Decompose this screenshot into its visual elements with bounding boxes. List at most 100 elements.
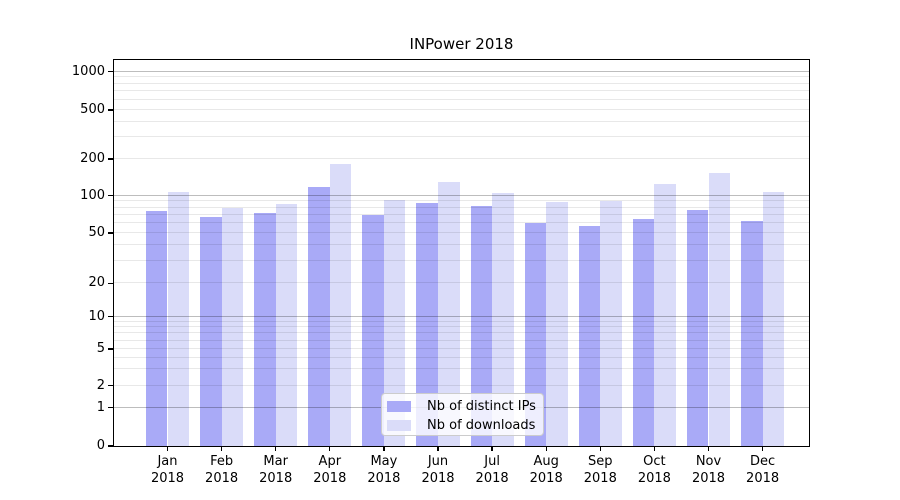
legend-swatch-downloads — [387, 420, 411, 431]
x-tick-mark — [220, 446, 223, 451]
y-tick-label: 50 — [88, 225, 105, 240]
y-tick-mark — [108, 109, 113, 111]
y-tick-mark — [108, 70, 113, 73]
bar-downloads-feb — [221, 208, 244, 446]
legend-item-downloads: Nb of downloads — [387, 418, 543, 433]
x-tick-month: Apr — [318, 454, 342, 469]
x-tick-label-sep: Sep 2018 — [570, 453, 630, 487]
y-tick-label: 10 — [88, 308, 105, 324]
y-tick-mark — [108, 316, 113, 318]
legend-swatch-distinct-ips — [387, 401, 411, 412]
y-tick-label: 20 — [88, 275, 105, 291]
x-tick-label-may: May 2018 — [354, 453, 414, 487]
x-tick-month: Dec — [750, 454, 776, 469]
bar-distinct-ips-apr — [308, 186, 330, 446]
y-tick-mark — [108, 282, 113, 284]
bar-downloads-apr — [329, 164, 352, 446]
plot-area: Nb of distinct IPs Nb of downloads — [112, 58, 811, 448]
y-tick-mark — [108, 195, 113, 197]
x-tick-year: 2018 — [421, 471, 455, 486]
x-tick-mark — [275, 446, 277, 451]
x-tick-mark — [545, 446, 547, 451]
x-tick-year: 2018 — [205, 471, 239, 486]
bar-distinct-ips-aug — [524, 223, 547, 446]
x-tick-mark — [761, 446, 764, 451]
x-tick-mark — [707, 446, 710, 451]
y-tick-mark — [108, 158, 113, 160]
legend-item-distinct-ips: Nb of distinct IPs — [387, 399, 543, 414]
x-tick-year: 2018 — [259, 471, 293, 486]
x-tick-month: Nov — [695, 454, 722, 469]
bar-downloads-jul — [492, 193, 514, 446]
y-tick-label: 2 — [96, 377, 105, 393]
bar-downloads-aug — [546, 201, 568, 446]
x-tick-month: Jul — [484, 454, 500, 469]
x-tick-month: Aug — [533, 454, 559, 469]
legend-label-downloads: Nb of downloads — [427, 418, 536, 433]
y-tick-mark — [108, 232, 113, 234]
x-tick-mark — [653, 446, 656, 451]
bar-downloads-oct — [654, 183, 676, 446]
y-tick-label: 200 — [80, 151, 105, 166]
y-tick-mark — [108, 385, 113, 387]
x-tick-label-oct: Oct 2018 — [624, 453, 684, 487]
x-tick-mark — [383, 446, 385, 451]
x-tick-month: Oct — [643, 454, 666, 469]
x-tick-year: 2018 — [691, 471, 726, 486]
y-tick-mark — [108, 407, 113, 409]
bar-distinct-ips-jun — [416, 202, 438, 446]
y-tick-label: 500 — [80, 101, 105, 117]
x-tick-label-jul: Jul 2018 — [462, 453, 522, 487]
y-tick-label: 5 — [96, 340, 105, 356]
x-tick-mark — [599, 446, 601, 451]
bar-distinct-ips-jan — [145, 211, 168, 446]
y-tick-mark — [108, 445, 113, 447]
x-tick-label-feb: Feb 2018 — [192, 453, 252, 487]
x-tick-year: 2018 — [150, 471, 185, 486]
bar-downloads-jan — [167, 192, 190, 446]
x-tick-mark — [329, 446, 331, 451]
x-tick-label-apr: Apr 2018 — [300, 453, 360, 487]
bars-layer — [114, 60, 809, 446]
x-tick-year: 2018 — [475, 471, 509, 486]
y-tick-label: 100 — [80, 187, 105, 203]
x-tick-month: Jun — [427, 454, 449, 469]
bar-downloads-nov — [708, 172, 731, 446]
x-tick-year: 2018 — [313, 471, 347, 486]
x-tick-month: May — [370, 454, 398, 469]
bar-distinct-ips-sep — [578, 225, 601, 446]
chart-title: INPower 2018 — [409, 35, 514, 53]
x-tick-year: 2018 — [637, 471, 671, 486]
y-tick-mark — [108, 348, 113, 350]
x-tick-month: Feb — [210, 454, 234, 469]
bar-distinct-ips-feb — [200, 217, 222, 446]
bar-distinct-ips-nov — [686, 210, 709, 446]
x-tick-year: 2018 — [367, 471, 401, 486]
bar-distinct-ips-jul — [470, 205, 493, 446]
x-tick-month: Mar — [263, 454, 288, 469]
bar-distinct-ips-dec — [741, 220, 763, 446]
bar-distinct-ips-oct — [632, 218, 655, 446]
legend: Nb of distinct IPs Nb of downloads — [381, 393, 544, 436]
legend-label-distinct-ips: Nb of distinct IPs — [427, 399, 536, 414]
bar-downloads-sep — [600, 201, 622, 446]
x-tick-month: Jan — [157, 454, 178, 469]
x-tick-year: 2018 — [583, 471, 617, 486]
x-tick-year: 2018 — [746, 471, 780, 486]
bar-downloads-jun — [438, 181, 460, 446]
x-tick-label-dec: Dec 2018 — [733, 453, 793, 487]
x-tick-label-nov: Nov 2018 — [679, 453, 739, 487]
bar-downloads-mar — [275, 203, 298, 446]
x-tick-mark — [166, 446, 169, 451]
x-tick-mark — [491, 446, 493, 451]
x-tick-label-jun: Jun 2018 — [408, 453, 468, 487]
y-tick-label: 1 — [96, 399, 105, 415]
bar-distinct-ips-mar — [254, 213, 276, 446]
x-tick-label-jan: Jan 2018 — [138, 453, 198, 487]
x-tick-label-aug: Aug 2018 — [516, 453, 576, 487]
bar-downloads-dec — [762, 192, 785, 446]
x-tick-year: 2018 — [529, 471, 563, 486]
